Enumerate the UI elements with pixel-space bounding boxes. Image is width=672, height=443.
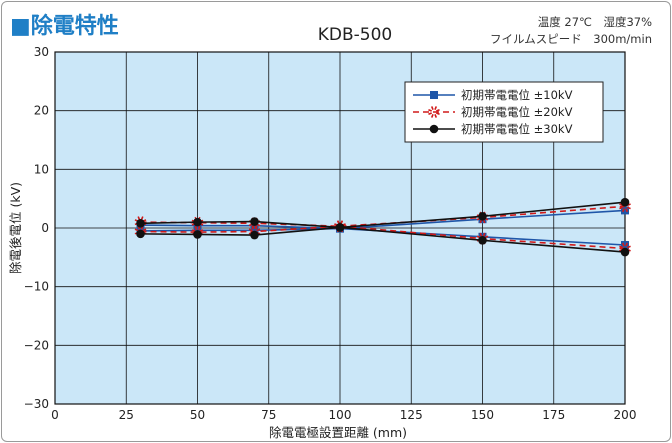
legend-label: 初期帯電電位 ±10kV [461, 88, 573, 102]
conditions-line-1: 温度 27℃ 湿度37% [538, 15, 652, 29]
series-3-point [620, 247, 630, 257]
legend-label: 初期帯電電位 ±30kV [461, 122, 573, 136]
series-3-line-2 [140, 226, 626, 253]
series-1-point [621, 206, 629, 215]
series-3-point [478, 236, 487, 245]
series-3-point [250, 217, 259, 226]
series-3-point [250, 230, 259, 240]
series-3-point [136, 229, 145, 239]
x-tick-label: 200 [614, 408, 637, 422]
legend-swatch-marker [429, 124, 439, 134]
series-3-point [478, 211, 487, 221]
x-tick-label: 125 [400, 408, 423, 422]
legend-swatch-marker [430, 91, 438, 99]
legend: 初期帯電電位 ±10kV 初期帯電電位 ±20kV 初期帯電電位 ±30kV [404, 81, 604, 143]
series-3-point [335, 223, 345, 232]
chart-subtitle: KDB-500 [318, 25, 392, 45]
x-tick-label: 150 [471, 408, 494, 422]
series-3-point [193, 217, 202, 227]
y-tick-label: 10 [34, 162, 49, 176]
series-3-line-1 [140, 201, 626, 229]
y-tick-label: 30 [34, 45, 49, 59]
series-3 [136, 197, 630, 257]
y-tick-label: 0 [41, 221, 49, 235]
x-tick-label: 0 [51, 408, 59, 422]
y-tick-label: −20 [24, 338, 49, 352]
y-tick-label: −30 [24, 397, 49, 411]
chart-title: ■除電特性 [10, 13, 119, 39]
series-layer [134, 197, 631, 257]
series-3-point [136, 219, 145, 228]
y-axis-label: 除電後電位 (kV) [8, 182, 23, 274]
y-tick-label: −10 [24, 280, 49, 294]
series-1-line-1 [140, 209, 626, 230]
legend-label: 初期帯電電位 ±20kV [461, 105, 573, 119]
x-tick-label: 75 [261, 408, 276, 422]
series-1-line-2 [140, 227, 626, 246]
x-tick-label: 100 [329, 408, 352, 422]
x-tick-label: 50 [190, 408, 205, 422]
legend-swatch-marker [428, 106, 440, 118]
x-tick-label: 175 [542, 408, 565, 422]
series-3-point [620, 197, 630, 207]
series-1-point [621, 241, 629, 250]
conditions-line-2: フイルムスピード 300m/min [490, 32, 652, 46]
series-1-point [250, 226, 259, 235]
y-tick-label: 20 [34, 104, 49, 118]
axes: 0 25 50 75 100 125 150 175 200 −30 −20 −10 0 10 20 30 [24, 45, 637, 422]
x-tick-label: 25 [119, 408, 134, 422]
x-axis-label: 除電電極設置距離 (mm) [269, 425, 407, 440]
series-3-point [193, 230, 202, 239]
